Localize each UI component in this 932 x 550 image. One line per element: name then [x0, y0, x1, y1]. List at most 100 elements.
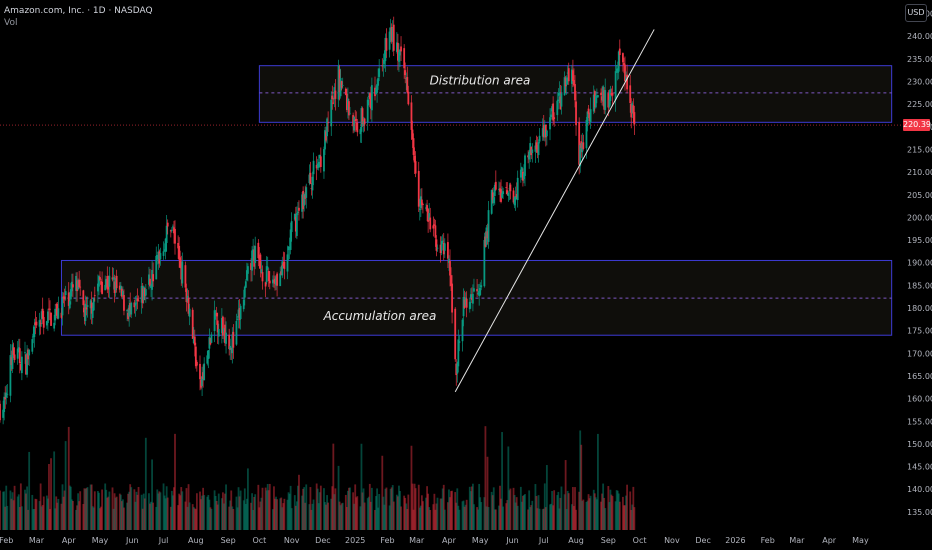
volume-bar — [170, 490, 173, 530]
candle-body — [572, 70, 574, 82]
volume-bar — [600, 501, 602, 530]
volume-bar — [480, 502, 483, 530]
candle-body — [150, 285, 152, 288]
candle-body — [261, 272, 264, 282]
candle-body — [594, 95, 597, 108]
candle-body — [341, 85, 344, 86]
volume-bar — [40, 506, 43, 530]
volume-bar — [93, 491, 96, 530]
volume-bar — [349, 487, 351, 530]
candle-body — [432, 225, 435, 229]
candle-body — [417, 170, 420, 207]
candle-body — [97, 283, 99, 292]
candle-body — [407, 91, 410, 105]
candle-body — [127, 312, 130, 320]
x-tick-label: May — [92, 536, 109, 545]
candle-body — [433, 224, 436, 226]
volume-bar — [354, 484, 357, 530]
candle-body — [170, 229, 173, 231]
candle-body — [522, 171, 524, 181]
candle-body — [252, 249, 255, 252]
candle-body — [311, 176, 314, 191]
candle-body — [582, 142, 585, 149]
volume-bar — [486, 456, 489, 530]
volume-bar — [624, 505, 626, 530]
y-tick-label: 190.00 — [907, 259, 932, 268]
x-tick-label: Mar — [789, 536, 805, 545]
candle-body — [38, 320, 41, 327]
volume-layer — [0, 426, 636, 530]
volume-bar — [398, 485, 400, 530]
candle-body — [68, 301, 71, 309]
candle-body — [349, 113, 351, 115]
candle-body — [534, 145, 537, 152]
candle-body — [201, 376, 203, 386]
volume-bar — [184, 501, 187, 530]
candle-body — [157, 254, 160, 259]
volume-bar — [63, 490, 66, 530]
candle-body — [602, 86, 605, 102]
volume-bar — [62, 496, 65, 530]
candle-body — [360, 108, 363, 132]
volume-bar — [383, 504, 386, 530]
volume-bar — [323, 488, 325, 530]
candle-body — [413, 155, 416, 163]
candle-body — [443, 243, 446, 251]
volume-bar — [587, 494, 590, 530]
volume-bar — [363, 502, 366, 530]
volume-bar — [418, 507, 421, 530]
candle-body — [567, 68, 570, 82]
candle-body — [458, 341, 461, 343]
volume-bar — [405, 503, 408, 530]
volume-bar — [360, 443, 363, 530]
volume-bar — [156, 489, 159, 530]
candle-body — [67, 292, 70, 306]
candle-body — [257, 242, 260, 259]
candle-body — [84, 303, 87, 322]
candle-body — [361, 108, 364, 124]
volume-bar — [505, 503, 508, 530]
volume-bar — [113, 493, 116, 530]
candle-body — [89, 300, 92, 309]
volume-bar — [317, 503, 320, 530]
volume-bar — [448, 489, 450, 530]
volume-bar — [254, 494, 257, 530]
volume-bar — [332, 443, 335, 530]
candle-body — [392, 24, 395, 51]
candle-body — [603, 90, 606, 110]
volume-bar — [325, 504, 327, 530]
candle-body — [506, 190, 509, 195]
symbol-legend: Amazon.com, Inc. · 1D · NASDAQ Vol — [4, 5, 153, 29]
volume-bar — [228, 506, 231, 530]
candle-body — [354, 120, 357, 122]
volume-bar — [498, 505, 500, 530]
candle-body — [589, 109, 592, 123]
volume-bar — [355, 497, 358, 530]
volume-bar — [377, 507, 380, 530]
candle-body — [500, 189, 502, 202]
volume-bar — [45, 495, 48, 530]
candle-body — [563, 77, 566, 96]
y-tick-label: 215.00 — [907, 145, 932, 154]
candle-body — [45, 321, 48, 326]
candle-body — [230, 348, 233, 350]
candle-body — [120, 288, 123, 297]
currency-button[interactable]: USD — [905, 4, 927, 22]
candle-body — [104, 284, 107, 291]
candle-body — [222, 316, 224, 336]
candle-body — [275, 276, 277, 286]
candle-body — [135, 302, 138, 304]
candle-body — [477, 292, 480, 295]
candle-body — [398, 52, 400, 62]
volume-bar — [166, 497, 169, 530]
candle-body — [456, 363, 459, 374]
volume-bar — [231, 506, 234, 530]
volume-bar — [487, 507, 490, 530]
volume-bar — [604, 508, 607, 530]
candle-body — [283, 261, 286, 269]
candle-body — [280, 271, 283, 275]
volume-bar — [293, 495, 296, 530]
candle-body — [315, 164, 318, 169]
y-tick-label: 165.00 — [907, 372, 932, 381]
